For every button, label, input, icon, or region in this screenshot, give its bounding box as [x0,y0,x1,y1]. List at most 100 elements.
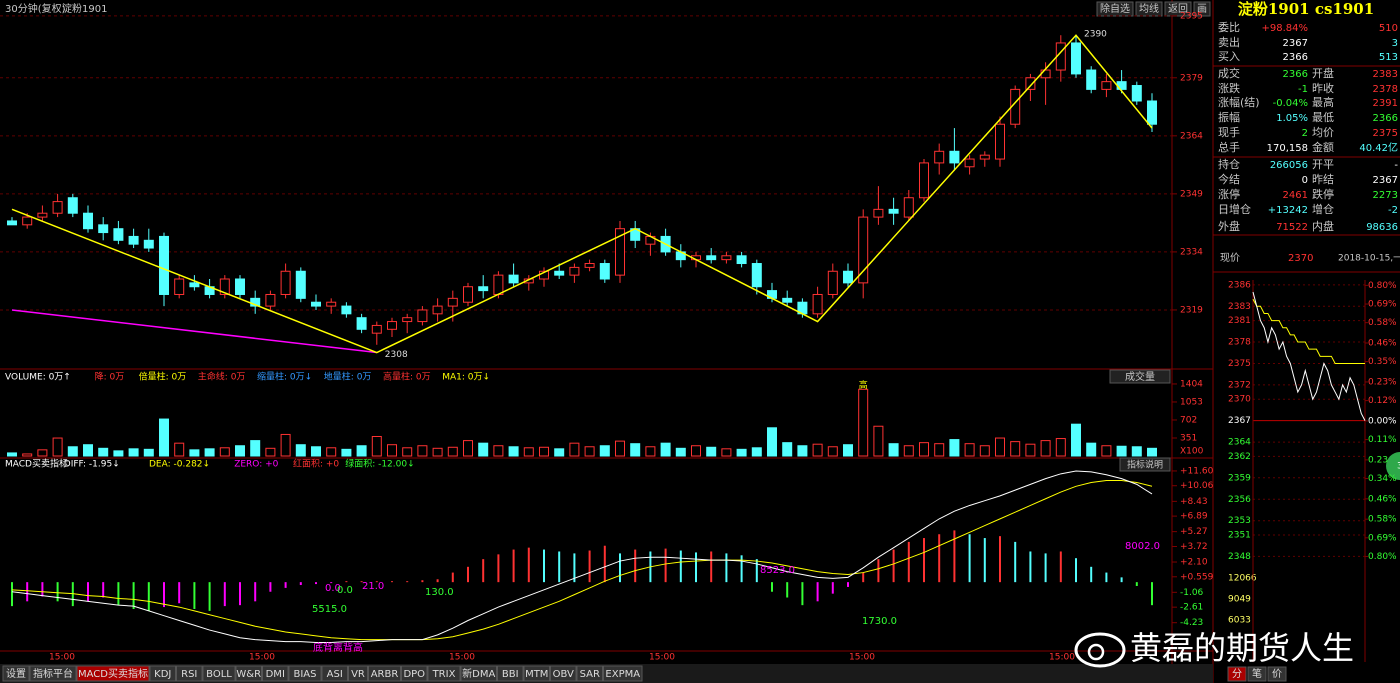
button-label: 成交量 [1125,370,1155,383]
tab[interactable] [1267,666,1287,682]
candle-body [280,270,291,295]
button[interactable] [1164,1,1192,17]
tab[interactable] [348,665,368,682]
y-tick-label: 1404 [1180,379,1203,389]
tab[interactable] [321,665,348,682]
volume-header: 降: 0万 [95,371,125,383]
tab[interactable] [497,665,524,682]
volume-bar [615,440,625,457]
candle-body [751,263,762,288]
volume-bar [1101,445,1112,457]
tab[interactable] [149,665,176,682]
tab[interactable] [427,665,461,682]
quote-value: 2367 [1373,175,1398,186]
quote-label: 涨停 [1218,187,1240,201]
volume-bar [949,439,960,457]
macd-header: 红面积: +0 [293,458,339,470]
tab-label: TRIX [432,669,456,680]
tab[interactable] [176,665,203,682]
date: 2018-10-15,一 [1338,254,1400,264]
candle-body [37,212,48,218]
candle-body [569,266,580,276]
tab[interactable] [523,665,550,682]
button-label: 除自选 [1100,2,1130,15]
candle-body [873,208,884,218]
tab[interactable] [460,665,497,682]
y2-tick-label: 0.23 [1368,455,1388,465]
quote-value: +98.84% [1261,23,1308,34]
candle-body [295,270,306,299]
unit-label: X100 [1180,447,1204,457]
quote-value: 3 [1392,38,1398,49]
volume-bar [919,442,929,457]
candle-body [706,255,717,261]
quote-value: 2391 [1373,98,1398,109]
button[interactable] [1119,457,1171,472]
tab-label: 价 [1272,668,1282,680]
badge[interactable] [1386,452,1400,480]
tab[interactable] [76,665,150,682]
volume-bar [995,437,1005,457]
tab[interactable] [1227,666,1247,682]
volume-bar [599,445,610,457]
volume-tick-label: 6033 [1228,616,1251,626]
candle-body [143,239,154,249]
volume-bar [478,442,489,457]
button[interactable] [1135,1,1163,17]
volume-bar [508,446,519,457]
tab[interactable] [235,665,262,682]
volume-bar [311,446,321,457]
candle-body [22,216,33,226]
y-tick-label: -4.23 [1180,618,1203,628]
tab[interactable] [288,665,322,682]
tab[interactable] [603,665,643,682]
quote-value: 40.42亿 [1359,141,1398,154]
tab[interactable] [29,665,77,682]
quote-label: 涨幅(结) [1218,96,1260,109]
tab[interactable] [202,665,236,682]
button[interactable] [1193,1,1211,17]
quote-value: 266056 [1270,160,1308,171]
volume-tick-label: 9049 [1228,595,1251,605]
y2-tick-label: 0.69% [1368,300,1397,310]
y2-tick-label: 0.11% [1368,435,1397,445]
quote-value: 2 [1302,128,1308,139]
y-tick-label: +3.72 [1180,542,1208,552]
quote-label: 最低 [1312,111,1334,124]
button[interactable] [1096,1,1134,17]
tab[interactable] [262,665,289,682]
price-label: 现价 [1220,252,1240,264]
volume-bar [37,449,48,457]
tab[interactable] [401,665,428,682]
candle-body [721,255,732,261]
volume-header: VOLUME: 0万↑ [5,373,71,383]
zigzag-line [11,34,1153,354]
candle-body [1071,42,1081,75]
y-tick-label: +8.43 [1180,497,1208,507]
volume-bar [1071,423,1081,457]
macd-header: DIFF: -1.95↓ [64,460,120,470]
tab[interactable] [2,665,30,682]
candle-body [1147,100,1157,125]
macd-annotation: 8523.0 [760,565,795,576]
tab[interactable] [550,665,577,682]
volume-bar [326,447,337,457]
macd-annotation: 底背离背高 [313,641,363,654]
tab[interactable] [1247,666,1267,682]
quote-value: -0.04% [1273,98,1308,109]
macd-annotation: 5515.0 [312,604,347,615]
tab[interactable] [368,665,401,682]
quote-label: 振幅 [1218,110,1240,124]
candle-body [919,162,929,199]
candle-body [934,150,945,164]
volume-bar [98,447,109,457]
quote-value: 0 [1302,175,1308,186]
price-line [1252,291,1366,421]
volume-bar [341,448,352,457]
quote-value: 2366 [1373,113,1398,124]
tab[interactable] [576,665,603,682]
button[interactable] [1109,369,1171,384]
quote-label: 买入 [1218,50,1240,63]
volume-bar [1131,446,1142,457]
volume-header: 倍量柱: 0万 [139,371,187,383]
